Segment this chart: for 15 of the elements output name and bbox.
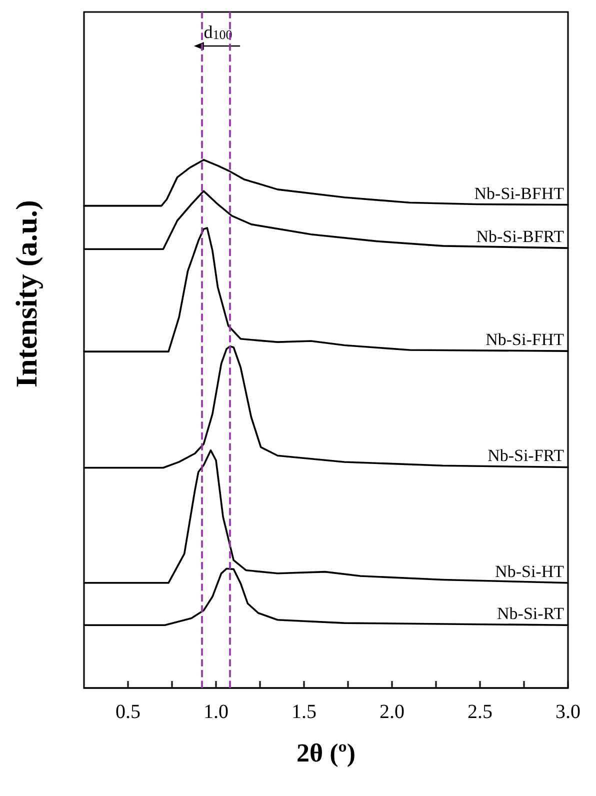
x-tick-label: 2.5 bbox=[468, 701, 492, 723]
x-tick-label: 3.0 bbox=[556, 701, 580, 723]
x-axis-title: 2θ (º) bbox=[296, 738, 356, 768]
x-tick-label: 0.5 bbox=[116, 701, 140, 723]
series-label: Nb-Si-RT bbox=[497, 604, 565, 624]
x-tick-label: 1.0 bbox=[204, 701, 228, 723]
text: d100 bbox=[204, 22, 232, 42]
series-label: Nb-Si-BFRT bbox=[476, 227, 565, 246]
series-label: Nb-Si-HT bbox=[495, 562, 565, 581]
series-label: Nb-Si-FRT bbox=[488, 446, 565, 466]
x-tick-label: 1.5 bbox=[292, 701, 316, 723]
y-axis-title: Intensity (a.u.) bbox=[10, 200, 44, 388]
series-label: Nb-Si-BFHT bbox=[474, 184, 565, 203]
x-tick-label: 2.0 bbox=[380, 701, 404, 723]
series-label: Nb-Si-FHT bbox=[486, 330, 565, 350]
